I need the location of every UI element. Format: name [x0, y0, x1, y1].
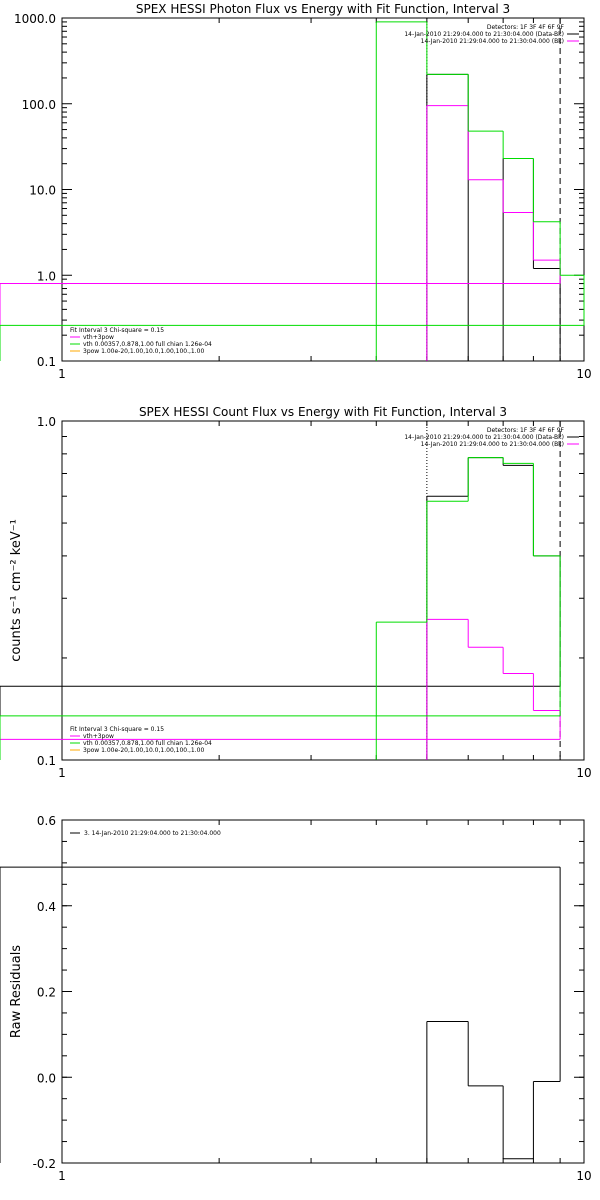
plot-frame — [61, 17, 585, 362]
series-vth-3pow — [0, 21, 585, 361]
y-tick-label: 10.0 — [29, 184, 56, 198]
x-tick-label: 10 — [576, 1169, 591, 1183]
x-tick-label: 10 — [576, 367, 591, 381]
legend-line: vth+3pow — [83, 733, 114, 740]
info-line: 14-Jan-2010 21:29:04.000 to 21:30:04.000… — [421, 441, 564, 448]
y-tick-label: 1000.0 — [14, 12, 56, 26]
y-axis-label: Raw Residuals — [9, 945, 24, 1038]
y-tick-label: 0.0 — [37, 1071, 56, 1085]
series-3-14-jan-2010-21-29-04-000-to-21-30-04-000 — [0, 866, 561, 1163]
legend: 3. 14-Jan-2010 21:29:04.000 to 21:30:04.… — [70, 830, 221, 837]
legend-line: vth 0.00357,0.878,1.00 full chian 1.26e-… — [83, 740, 212, 747]
series-bk — [0, 105, 561, 361]
info-line: 14-Jan-2010 21:29:04.000 to 21:30:04.000… — [404, 434, 564, 441]
y-axis-ticks: 0.1 1.0 10.0 100.0 1000.0 — [14, 12, 584, 369]
x-tick-label: 1 — [58, 367, 66, 381]
y-tick-label: 0.6 — [37, 814, 56, 828]
y-tick-label: 100.0 — [22, 98, 56, 112]
info-line: 14-Jan-2010 21:29:04.000 to 21:30:04.000… — [404, 31, 564, 38]
x-axis-ticks: 1 10 — [58, 820, 592, 1183]
y-tick-label: 1.0 — [37, 269, 56, 283]
legend-line: vth+3pow — [83, 334, 114, 341]
chart-panel-3: Raw Residuals 1 10 -0.2 0.0 0.2 0.4 0.6 3. 14-Ja… — [0, 814, 592, 1183]
x-tick-label: 10 — [576, 766, 591, 780]
legend-line: 3pow 1.00e-20,1.00,10.0,1.00,100.,1.00 — [83, 348, 204, 355]
chart-panel-1: SPEX HESSI Photon Flux vs Energy with Fi… — [0, 2, 592, 381]
y-tick-label: -0.2 — [33, 1157, 56, 1171]
chart-title: SPEX HESSI Photon Flux vs Energy with Fi… — [136, 2, 510, 16]
legend-line: 3. 14-Jan-2010 21:29:04.000 to 21:30:04.… — [84, 830, 221, 837]
y-tick-label: 0.4 — [37, 900, 56, 914]
plot-frame — [61, 420, 585, 761]
legend: Fit Interval 3 Chi-square = 0.15vth+3pow… — [70, 327, 212, 355]
y-axis-ticks: -0.2 0.0 0.2 0.4 0.6 — [33, 814, 584, 1171]
legend-line: Fit Interval 3 Chi-square = 0.15 — [70, 327, 164, 334]
plot-frame — [61, 819, 585, 1164]
y-tick-label: 0.2 — [37, 986, 56, 1000]
chart-panel-2: SPEX HESSI Count Flux vs Energy with Fit… — [0, 405, 592, 780]
x-tick-label: 1 — [58, 766, 66, 780]
series-bk — [0, 618, 561, 760]
y-tick-label: 0.1 — [37, 355, 56, 369]
y-tick-label: 0.1 — [37, 754, 56, 768]
x-axis-ticks: 1 10 — [58, 18, 592, 381]
info-line: Detectors: 1F 3F 4F 6F 9F — [487, 24, 565, 31]
chart-title: SPEX HESSI Count Flux vs Energy with Fit… — [139, 405, 507, 419]
info-line: 14-Jan-2010 21:29:04.000 to 21:30:04.000… — [421, 38, 564, 45]
x-tick-label: 1 — [58, 1169, 66, 1183]
legend-line: 3pow 1.00e-20,1.00,10.0,1.00,100.,1.00 — [83, 747, 204, 754]
info-line: Detectors: 1F 3F 4F 6F 9F — [487, 427, 565, 434]
series-data-bk — [0, 457, 561, 760]
legend-line: Fit Interval 3 Chi-square = 0.15 — [70, 726, 164, 733]
series-vth-3pow — [0, 457, 561, 760]
y-axis-label: counts s⁻¹ cm⁻² keV⁻¹ — [9, 519, 24, 662]
y-tick-label: 1.0 — [37, 415, 56, 429]
legend-line: vth 0.00357,0.878,1.00 full chian 1.26e-… — [83, 341, 212, 348]
y-axis-ticks: 0.1 1.0 — [37, 415, 584, 768]
legend: Fit Interval 3 Chi-square = 0.15vth+3pow… — [70, 726, 212, 754]
